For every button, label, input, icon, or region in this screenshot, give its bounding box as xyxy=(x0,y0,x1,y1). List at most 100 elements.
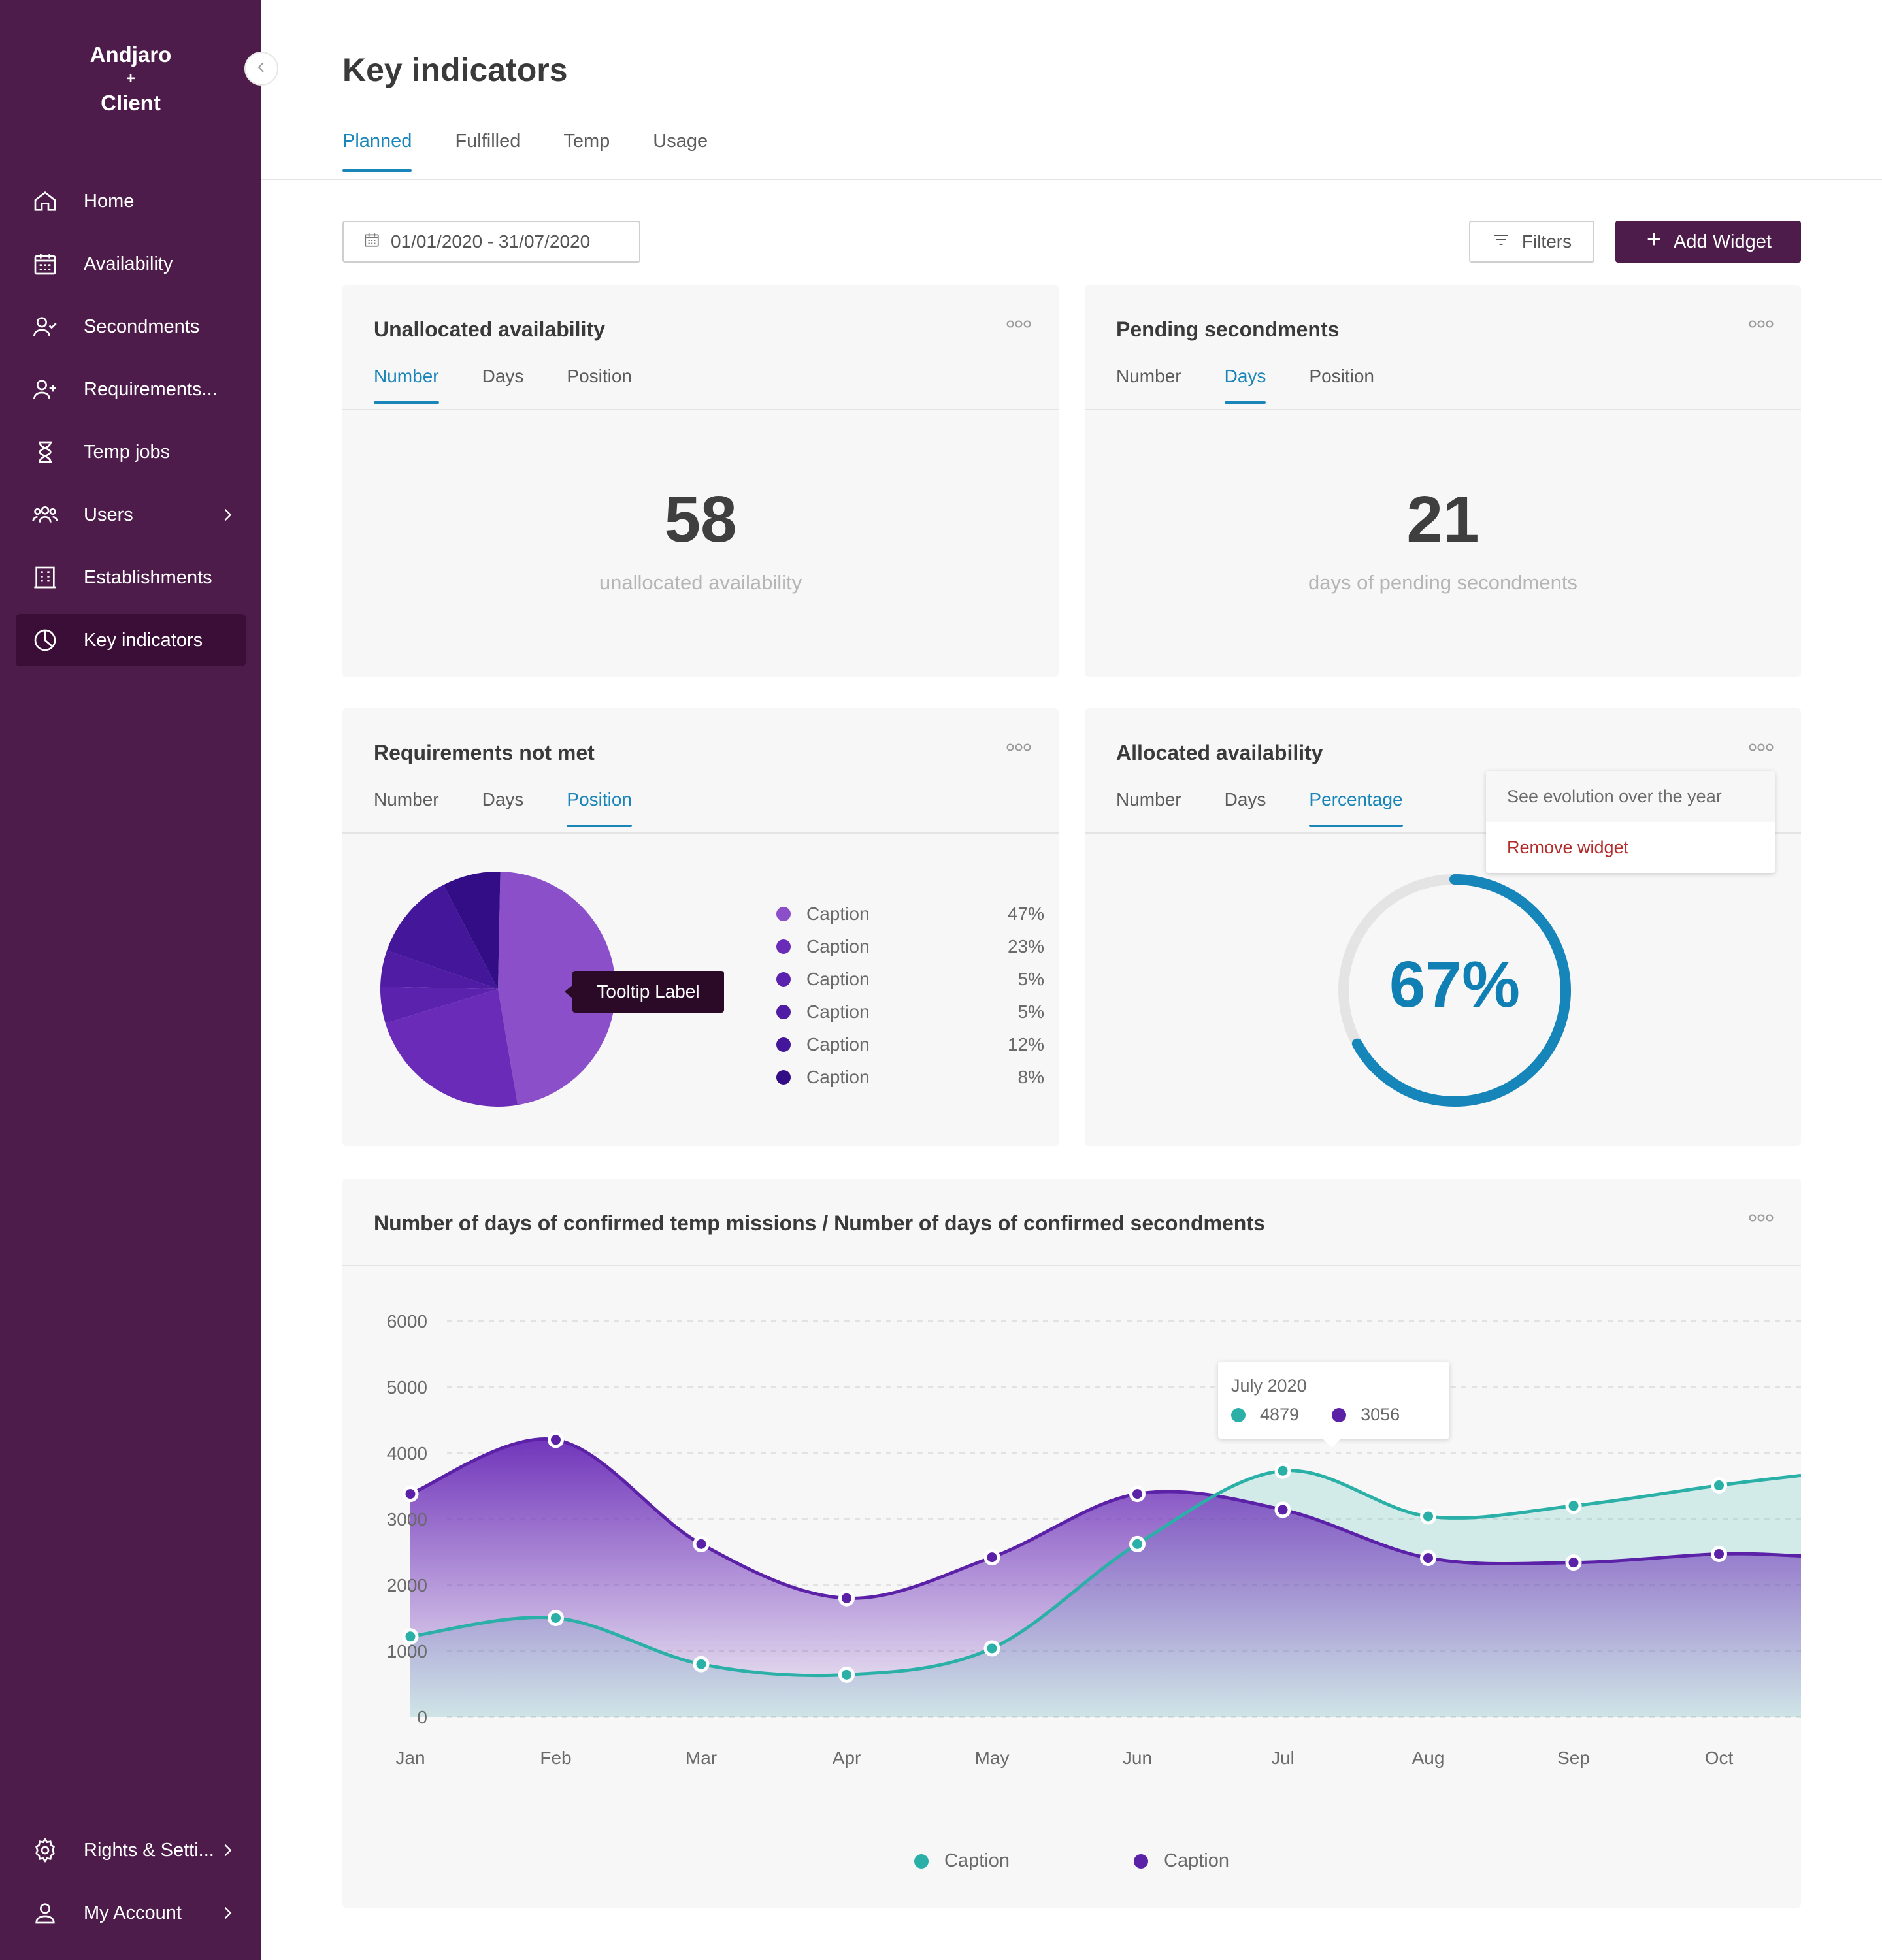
filters-button[interactable]: Filters xyxy=(1469,221,1594,263)
kpi-caption: unallocated availability xyxy=(599,571,802,594)
pie-slice[interactable] xyxy=(380,950,498,989)
menu-item-see-evolution[interactable]: See evolution over the year xyxy=(1486,771,1775,822)
widget-tab-position[interactable]: Position xyxy=(567,366,633,386)
sidebar-item-requirements[interactable]: Requirements... xyxy=(16,363,246,416)
menu-item-remove-widget[interactable]: Remove widget xyxy=(1507,837,1629,857)
sidebar-item-home[interactable]: Home xyxy=(16,175,246,227)
widget-confirmed-days-chart: Number of days of confirmed temp mission… xyxy=(342,1179,1801,1908)
more-options-icon[interactable] xyxy=(1005,319,1032,329)
data-point-purple[interactable] xyxy=(402,1486,419,1503)
chevron-right-icon xyxy=(218,1904,237,1922)
widget-tab-number[interactable]: Number xyxy=(374,366,439,404)
data-point-purple[interactable] xyxy=(838,1590,855,1607)
data-point-teal[interactable] xyxy=(1711,1477,1727,1494)
widget-title: Pending secondments xyxy=(1116,318,1340,341)
sidebar-item-secondments[interactable]: Secondments xyxy=(16,301,246,353)
legend-dot xyxy=(776,972,791,987)
area-chart[interactable]: 0 1000 2000 3000 4000 5000 6000 Jan Feb Mar Apr May… xyxy=(342,1179,1801,1832)
sidebar-item-label: Rights & Setti... xyxy=(84,1839,214,1861)
pie-legend: Caption 47% Caption 23% Caption 5% Caption 5… xyxy=(776,898,1044,1094)
data-point-teal[interactable] xyxy=(983,1640,1000,1657)
brand-line-1: Andjaro xyxy=(90,42,172,67)
data-point-teal[interactable] xyxy=(548,1610,564,1626)
filter-icon xyxy=(1492,231,1522,253)
sidebar-item-users[interactable]: Users xyxy=(16,489,246,541)
date-range-picker[interactable]: 01/01/2020 - 31/07/2020 xyxy=(342,221,640,263)
widget-tab-days[interactable]: Days xyxy=(482,789,524,809)
more-options-icon[interactable] xyxy=(1747,742,1775,753)
tab-usage[interactable]: Usage xyxy=(653,131,708,152)
data-point-purple[interactable] xyxy=(983,1549,1000,1566)
pie-slice[interactable] xyxy=(498,872,616,1105)
data-point-teal[interactable] xyxy=(1129,1535,1146,1552)
data-point-purple[interactable] xyxy=(548,1431,564,1448)
tab-planned[interactable]: Planned xyxy=(342,131,412,172)
add-widget-button[interactable]: Add Widget xyxy=(1615,221,1801,263)
widget-tab-number[interactable]: Number xyxy=(374,789,439,809)
series-area-purple xyxy=(410,1439,1801,1717)
widget-tab-percentage[interactable]: Percentage xyxy=(1309,789,1403,827)
pie-slice[interactable] xyxy=(385,989,518,1107)
data-point-purple[interactable] xyxy=(1129,1486,1146,1503)
pie-tooltip: Tooltip Label xyxy=(565,971,724,1013)
widget-tab-number[interactable]: Number xyxy=(1116,366,1181,386)
chart-tooltip-value: 3056 xyxy=(1361,1405,1400,1424)
legend-label: Caption xyxy=(1164,1850,1229,1871)
gear-icon xyxy=(31,1837,59,1864)
data-point-purple[interactable] xyxy=(693,1535,710,1552)
progress-ring: 67% xyxy=(1333,869,1576,1112)
sidebar-item-my-account[interactable]: My Account xyxy=(16,1887,246,1939)
sidebar-item-establishments[interactable]: Establishments xyxy=(16,551,246,604)
data-point-teal[interactable] xyxy=(1565,1497,1582,1514)
widget-tab-days[interactable]: Days xyxy=(1224,366,1266,404)
sidebar-item-label: Key indicators xyxy=(84,629,203,651)
data-point-purple[interactable] xyxy=(1420,1550,1436,1567)
brand-line-3: Client xyxy=(101,91,161,115)
pie-slice[interactable] xyxy=(443,872,501,989)
kpi-caption: days of pending secondments xyxy=(1308,571,1577,594)
brand-line-2: + xyxy=(125,70,135,88)
chevron-right-icon xyxy=(218,506,237,524)
widget-divider xyxy=(1085,409,1801,410)
data-point-teal[interactable] xyxy=(402,1628,419,1645)
data-point-teal[interactable] xyxy=(1274,1462,1291,1479)
sidebar-item-temp-jobs[interactable]: Temp jobs xyxy=(16,426,246,478)
sidebar-item-rights-settings[interactable]: Rights & Setti... xyxy=(16,1824,246,1876)
legend-label: Caption xyxy=(806,1034,870,1054)
sidebar-collapse-button[interactable] xyxy=(244,52,278,86)
sidebar-item-label: Requirements... xyxy=(84,378,218,400)
pie-slice[interactable] xyxy=(380,987,498,1024)
data-point-teal[interactable] xyxy=(1420,1508,1436,1525)
legend-value: 23% xyxy=(1007,936,1044,956)
y-tick-label: 6000 xyxy=(387,1311,427,1331)
data-point-purple[interactable] xyxy=(1711,1546,1727,1563)
more-options-icon[interactable] xyxy=(1747,1213,1775,1223)
user-check-icon xyxy=(31,313,59,340)
widget-tabs: Number Days Position xyxy=(1116,366,1417,404)
sidebar-item-key-indicators[interactable]: Key indicators xyxy=(16,614,246,666)
widget-tab-position[interactable]: Position xyxy=(567,789,632,827)
x-tick-label: Mar xyxy=(685,1748,717,1768)
data-point-purple[interactable] xyxy=(1565,1554,1582,1571)
pie-slice[interactable] xyxy=(386,885,498,989)
more-options-icon[interactable] xyxy=(1005,742,1032,753)
widget-title: Unallocated availability xyxy=(374,318,605,341)
widget-context-menu: See evolution over the year Remove widge… xyxy=(1486,771,1775,873)
pie-chart[interactable] xyxy=(379,870,617,1108)
widget-tab-days[interactable]: Days xyxy=(482,366,524,386)
widget-tab-number[interactable]: Number xyxy=(1116,789,1181,809)
data-point-purple[interactable] xyxy=(1274,1501,1291,1518)
legend-item: Caption 23% xyxy=(776,930,1044,963)
legend-dot xyxy=(776,1037,791,1052)
data-point-teal[interactable] xyxy=(693,1656,710,1673)
widget-tab-days[interactable]: Days xyxy=(1224,789,1266,809)
legend-label: Caption xyxy=(806,969,870,989)
widget-title: Allocated availability xyxy=(1116,741,1323,764)
more-options-icon[interactable] xyxy=(1747,319,1775,329)
widget-tabs: Number Days Position xyxy=(374,366,675,404)
data-point-teal[interactable] xyxy=(838,1666,855,1683)
tab-temp[interactable]: Temp xyxy=(563,131,610,152)
widget-tab-position[interactable]: Position xyxy=(1309,366,1375,386)
tab-fulfilled[interactable]: Fulfilled xyxy=(455,131,521,152)
sidebar-item-availability[interactable]: Availability xyxy=(16,238,246,290)
